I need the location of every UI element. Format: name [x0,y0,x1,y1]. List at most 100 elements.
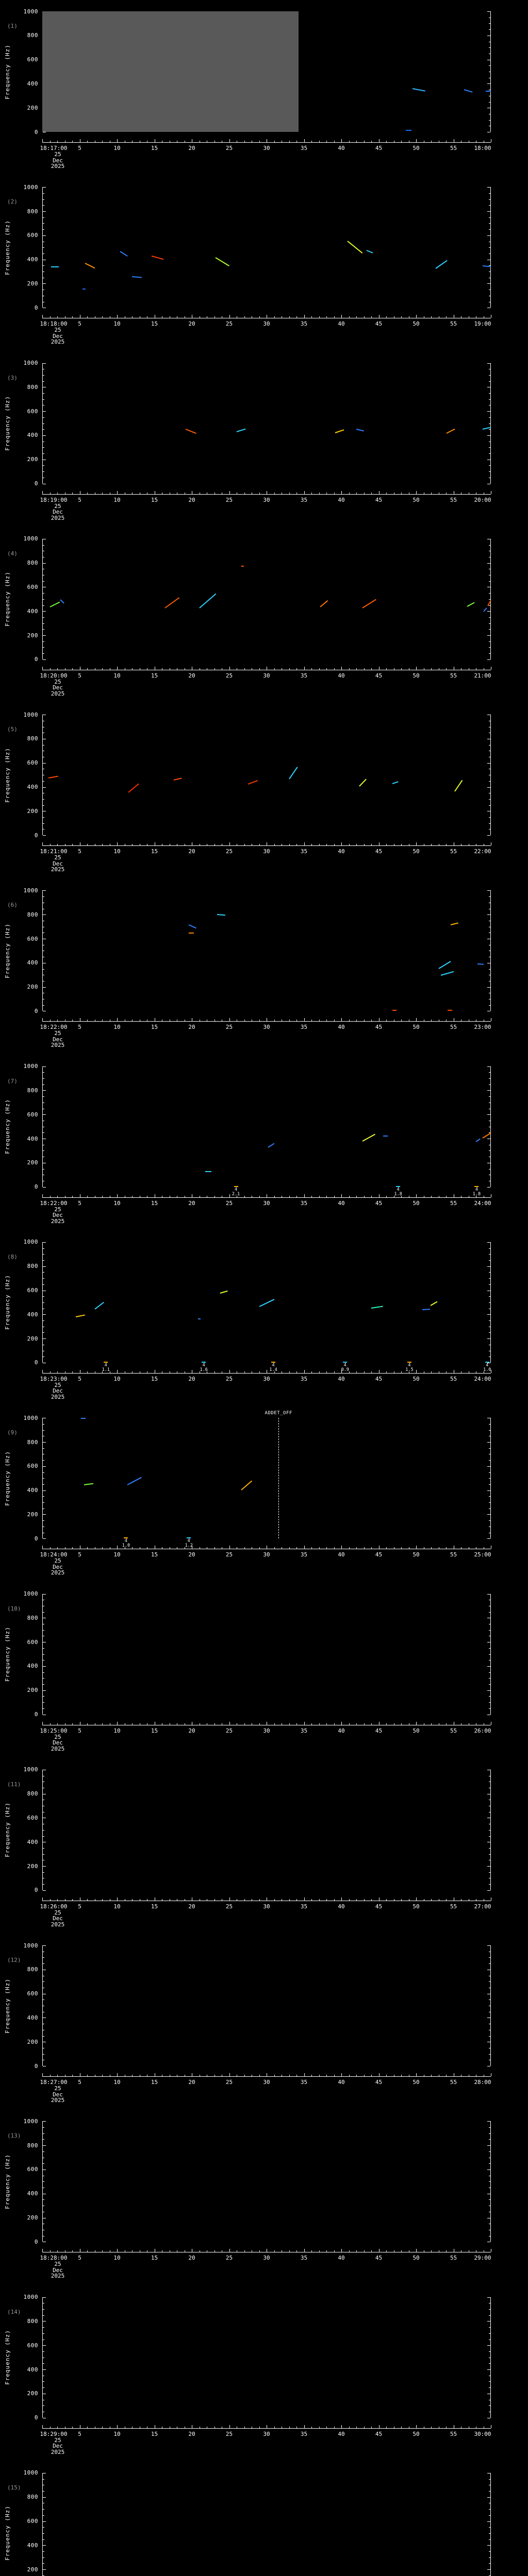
x-axis-tick [289,1899,290,1901]
x-axis-tick [371,2426,372,2428]
x-axis-tick [334,844,335,846]
plot-area[interactable] [42,715,491,836]
detection-trace [268,1143,275,1148]
y-tick-label: 400 [27,1663,38,1670]
x-axis-tick [72,141,73,142]
plot-area[interactable] [42,2472,491,2576]
x-axis-tick [132,1020,133,1022]
y-axis-left-spine [42,1418,43,1539]
y-axis-tick-right [489,1696,490,1697]
x-axis-tick [431,492,432,494]
x-axis-tick [57,668,58,670]
plot-area[interactable] [42,363,491,484]
y-axis-tick [43,1872,44,1873]
x-tick-label: 35 [300,496,308,503]
x-axis-tick [334,2426,335,2428]
x-axis-tick-labels: 18:24:00 5 10 15 20 25 30 35 40 45 50 55 25:00 [0,1552,528,1559]
x-tick-label: 35 [300,2430,308,2437]
date-line: 25 [54,678,61,685]
x-axis-tick [259,1723,260,1725]
x-tick-label: 5 [78,2079,81,2086]
y-axis-tick [43,1478,44,1479]
y-axis-tick-right [487,611,490,612]
plot-area[interactable] [42,1066,491,1188]
plot-area[interactable] [42,11,491,132]
marker-dot [124,1537,128,1539]
y-axis-tick-right [487,2569,490,2570]
x-axis-tick [259,1020,260,1022]
y-axis-tick-right [489,1072,490,1073]
date-line: Dec [53,157,63,164]
x-axis-tick [304,2249,305,2252]
y-axis-tick-right [489,1248,490,1249]
y-axis-tick-right [487,1594,490,1595]
x-tick-label: 50 [412,1727,420,1734]
detection-count-marker: 4 1.1 [102,1363,110,1372]
x-axis-tick [349,1020,350,1022]
x-axis-tick [229,490,230,494]
plot-area[interactable] [42,1594,491,1715]
x-tick-label: 55 [450,496,457,503]
y-axis-tick [43,1690,46,1691]
x-axis-tick [364,316,365,318]
plot-area[interactable] [42,2297,491,2418]
x-tick-label: 10 [113,2255,121,2262]
x-axis-tick [326,2250,327,2252]
x-tick-label: 25 [225,672,233,679]
x-axis-date-label: 25 Dec 2025 [42,679,73,697]
plot-area[interactable] [42,1242,491,1363]
x-axis-tick-labels: 18:23:00 5 10 15 20 25 30 35 40 45 50 55 24:00 [0,1376,528,1383]
x-axis-tick [296,668,297,670]
x-axis-tick [229,1897,230,1901]
y-axis-tick [43,2121,46,2122]
y-tick-label: 800 [27,2142,38,2149]
y-axis-right-spine [490,538,491,659]
x-axis-tick [319,316,320,318]
x-tick-label: 30 [263,320,270,328]
date-line: 25 [54,151,61,158]
y-axis-tick-right [489,817,490,818]
x-axis-date-label: 25 Dec 2025 [42,327,73,345]
plot-area[interactable] [42,2121,491,2243]
x-axis-tick [117,2073,118,2077]
x-axis-tick [446,1195,447,1197]
x-axis-tick [87,316,88,318]
plot-area[interactable] [42,1769,491,1891]
y-tick-label: 400 [27,607,38,615]
x-tick-label: 15 [151,1199,158,1207]
y-axis-tick-right [489,2127,490,2128]
plot-area[interactable] [42,1418,491,1539]
plot-area[interactable] [42,538,491,660]
x-axis-tick [431,1899,432,1901]
plot-area[interactable] [42,187,491,309]
x-axis-tick [132,668,133,670]
x-axis-tick [371,1195,372,1197]
x-axis-tick [72,1899,73,1901]
y-tick-label: 600 [27,2518,38,2525]
y-axis-tick-right [489,47,490,48]
x-tick-label: 20 [188,672,195,679]
detection-trace [173,777,183,781]
y-axis-tick-right [487,635,490,636]
spectrogram-panel: (8) Frequency (Hz) 0 200 400 600 800 1000 4 1.1 4 1… [0,1231,528,1406]
x-axis-tick [349,1195,350,1197]
x-tick-label: 25 [225,320,233,328]
y-axis-right-spine [490,187,491,308]
plot-area[interactable] [42,1945,491,2067]
x-axis-tick [244,1547,245,1549]
y-axis-tick [43,2345,46,2346]
y-axis-tick [43,1484,44,1485]
plot-area[interactable] [42,890,491,1012]
detection-trace [482,265,491,267]
y-axis-tick [43,423,44,424]
x-axis-tick [326,141,327,142]
x-axis-date-label: 25 Dec 2025 [42,2086,73,2104]
y-tick-label: 600 [27,232,38,239]
x-tick-label: 30 [263,1727,270,1734]
x-axis-tick [229,1721,230,1725]
y-axis-tick-labels: 0 200 400 600 800 1000 [0,1063,41,1190]
x-axis-tick [349,1723,350,1725]
detection-trace [446,429,455,434]
y-axis-tick [43,399,44,400]
x-tick-label: 50 [412,320,420,328]
